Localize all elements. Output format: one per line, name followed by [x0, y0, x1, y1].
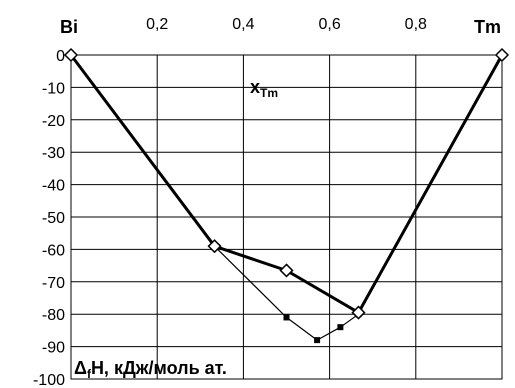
y-tick-label: -10 [42, 80, 65, 97]
data-point-diamond [63, 47, 79, 63]
y-tick-label: -70 [42, 275, 65, 292]
y-tick-label: -40 [42, 178, 65, 195]
grid-lines [71, 54, 502, 380]
x-tick-label: 0,2 [146, 16, 168, 33]
data-point-diamond [207, 239, 222, 254]
series-group [63, 47, 510, 344]
data-point-square [283, 314, 290, 321]
y-tick-label: -60 [42, 242, 65, 259]
y-axis-label-subscript: f [87, 367, 92, 381]
corner-label-left: Bi [60, 17, 78, 37]
x-axis-label: xTm [250, 77, 278, 100]
x-tick-label: 0,4 [232, 16, 254, 33]
x-tick-label: 0,8 [405, 16, 427, 33]
y-tick-label: -20 [42, 113, 65, 130]
series-1 [63, 47, 510, 320]
series-2 [68, 52, 505, 344]
y-tick-label: -80 [42, 307, 65, 324]
y-tick-label: -30 [42, 145, 65, 162]
y-tick-label: -100 [33, 372, 65, 388]
data-point-square [314, 337, 321, 344]
y-axis-label-rest: H, кДж/моль ат. [91, 358, 227, 378]
data-point-diamond [351, 305, 366, 320]
data-point-square [337, 324, 344, 331]
data-point-diamond [494, 47, 510, 63]
corner-label-right: Tm [474, 17, 501, 37]
series-line [70, 54, 503, 341]
data-point-diamond [279, 263, 294, 278]
y-axis-label: ΔfH, кДж/моль ат. [74, 358, 227, 381]
x-tick-label: 0,6 [318, 16, 340, 33]
plot-area [70, 54, 503, 380]
y-tick-label: -90 [42, 340, 65, 357]
y-tick-label: -50 [42, 210, 65, 227]
x-axis-label-main: x [250, 77, 260, 97]
y-axis-label-prefix: Δ [74, 358, 87, 378]
tick-labels: 0 -10 -20 -30 -40 -50 -60 -70 -80 -90 -100 0,2 0,4 0,… [33, 16, 427, 388]
x-axis-label-subscript: Tm [260, 86, 278, 100]
y-tick-label: 0 [56, 48, 65, 65]
